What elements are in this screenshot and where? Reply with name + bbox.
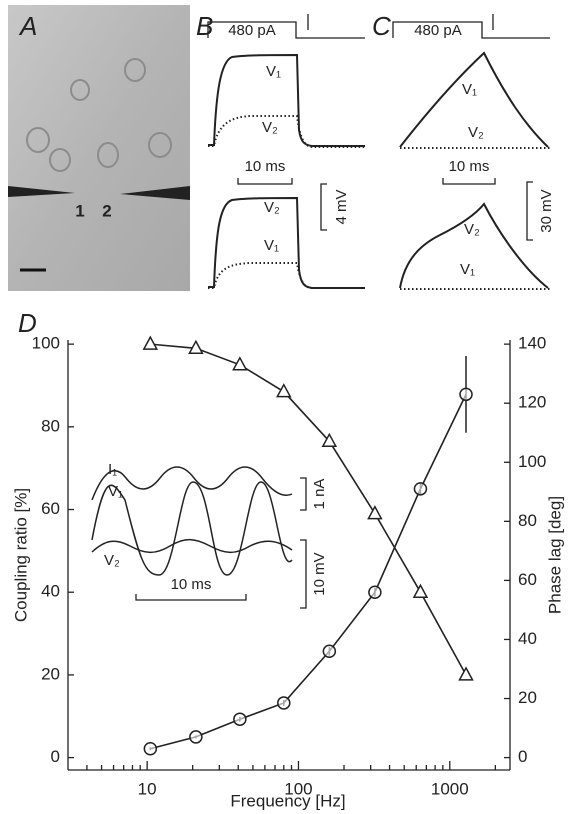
panel-d: D I₁ V₁ V₂ 1 nA 10 mV 10 ms Frequency [H…	[11, 308, 564, 811]
y2-tick-label: 100	[518, 452, 546, 471]
y-tick-label: 0	[51, 747, 60, 766]
cells	[26, 58, 172, 172]
inset-trace	[91, 481, 293, 576]
trace	[399, 51, 549, 148]
scale-bar	[135, 594, 247, 601]
trace	[208, 262, 365, 289]
panel-letter: D	[18, 308, 37, 338]
scale-bar	[442, 178, 496, 185]
scale-label: 10 ms	[449, 158, 490, 175]
electrode-label: 2	[102, 201, 111, 220]
stimulus-label: 480 pA	[228, 22, 276, 39]
triangle-marker	[367, 505, 383, 520]
trace	[208, 196, 365, 289]
trace	[208, 115, 365, 148]
panel-b: B 480 pA V₁ V₂ 10 ms 4 mV V₂ V₁	[196, 11, 365, 289]
panel-letter: B	[196, 11, 213, 41]
electrode-1	[8, 186, 75, 197]
circle-marker	[459, 387, 473, 402]
stimulus-label: 480 pA	[414, 22, 462, 39]
inset-trace	[91, 466, 293, 501]
scale-bar	[300, 539, 307, 609]
inset-label: V₁	[108, 483, 123, 500]
circle-marker	[233, 712, 247, 726]
panel-letter: C	[372, 11, 391, 41]
y-tick-label: 20	[41, 664, 60, 683]
triangle-marker	[188, 339, 204, 355]
trace-label: V₁	[266, 63, 281, 80]
inset-label: 1 nA	[311, 479, 328, 510]
inset-label: I₁	[108, 461, 117, 478]
x-tick-label: 10	[138, 779, 157, 798]
electrode-label: 1	[75, 201, 84, 220]
scale-bar	[526, 181, 533, 241]
y2-tick-label: 0	[518, 747, 527, 766]
triangle-marker	[412, 583, 429, 598]
y2-tick-label: 140	[518, 334, 546, 353]
series-line	[150, 343, 467, 676]
y2-tick-label: 40	[518, 629, 537, 648]
trace-label: V₂	[262, 119, 278, 136]
circle-marker	[277, 696, 291, 710]
y-tick-label: 60	[41, 499, 60, 518]
y2-tick-label: 20	[518, 688, 537, 707]
inset-label: 10 mV	[311, 552, 328, 595]
trace	[208, 53, 365, 147]
inset-label: 10 ms	[171, 576, 212, 593]
panel-c: C 480 pA V₁ V₂ 10 ms 30 mV V₂ V₁	[372, 11, 555, 290]
y2-tick-label: 120	[518, 393, 546, 412]
y2-tick-label: 60	[518, 570, 537, 589]
trace	[399, 202, 549, 289]
stimulus	[207, 14, 365, 39]
stimulus	[392, 14, 550, 39]
electrode-2	[120, 186, 190, 200]
trace-label: V₁	[264, 237, 279, 254]
y2-tick-label: 80	[518, 511, 537, 530]
x-tick-label: 1000	[431, 779, 469, 798]
triangle-marker	[458, 666, 474, 681]
triangle-marker	[276, 383, 292, 398]
scale-bar	[237, 178, 293, 185]
y-axis-label: Coupling ratio [%]	[11, 488, 30, 622]
circle-marker	[189, 730, 203, 744]
x-axis-label: Frequency [Hz]	[230, 791, 345, 810]
panel-a: A 1 2	[8, 5, 190, 291]
y-tick-label: 80	[41, 416, 60, 435]
circle-marker	[413, 482, 428, 496]
y-tick-label: 40	[41, 582, 60, 601]
y2-axis-label: Phase lag [deg]	[545, 496, 564, 614]
scale-label: 4 mV	[333, 189, 350, 224]
triangle-marker	[232, 356, 248, 371]
scale-label: 30 mV	[538, 189, 555, 232]
inset-label: V₂	[104, 552, 120, 569]
trace-label: V₂	[464, 221, 480, 238]
scale-bar	[320, 183, 327, 231]
trace-label: V₁	[462, 81, 477, 98]
trace-label: V₂	[468, 124, 484, 141]
circle-marker	[368, 585, 382, 599]
inset-trace	[91, 538, 293, 554]
scale-bar	[300, 477, 307, 511]
x-tick-label: 100	[284, 779, 312, 798]
triangle-marker	[321, 432, 338, 448]
y-tick-label: 100	[32, 334, 60, 353]
circle-marker	[322, 644, 337, 659]
panel-letter: A	[18, 11, 37, 41]
series-line	[150, 393, 467, 750]
scale-label: 10 ms	[245, 158, 286, 175]
triangle-marker	[142, 335, 159, 350]
trace-label: V₂	[264, 199, 280, 216]
circle-marker	[143, 741, 158, 756]
trace-label: V₁	[460, 261, 475, 278]
